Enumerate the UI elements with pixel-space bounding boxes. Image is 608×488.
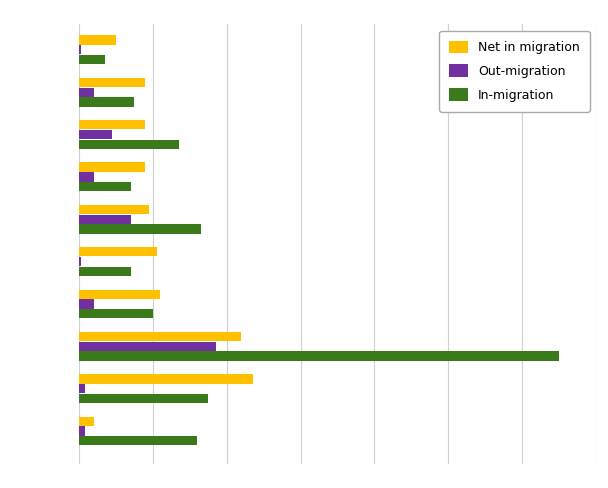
Bar xyxy=(79,289,161,299)
Bar xyxy=(79,215,131,224)
Bar xyxy=(79,97,134,106)
Bar xyxy=(79,45,81,55)
Bar xyxy=(79,342,216,351)
Bar xyxy=(79,55,105,64)
Bar xyxy=(79,436,197,446)
Bar xyxy=(79,130,112,139)
Bar xyxy=(79,257,81,266)
Legend: Net in migration, Out-migration, In-migration: Net in migration, Out-migration, In-migr… xyxy=(439,31,590,112)
Bar xyxy=(79,417,94,426)
Bar xyxy=(79,78,145,87)
Bar xyxy=(79,163,145,172)
Bar xyxy=(79,351,559,361)
Bar xyxy=(79,224,201,234)
Bar xyxy=(79,332,241,341)
Bar xyxy=(79,266,131,276)
Bar xyxy=(79,205,149,214)
Bar xyxy=(79,247,157,257)
Bar xyxy=(79,36,116,45)
Bar xyxy=(79,427,85,436)
Bar xyxy=(79,309,153,318)
Bar xyxy=(79,394,208,403)
Bar xyxy=(79,384,85,393)
Bar xyxy=(79,374,252,384)
Bar xyxy=(79,182,131,191)
Bar xyxy=(79,299,94,308)
Bar xyxy=(79,87,94,97)
Bar xyxy=(79,172,94,182)
Bar xyxy=(79,140,179,149)
Bar xyxy=(79,120,145,129)
